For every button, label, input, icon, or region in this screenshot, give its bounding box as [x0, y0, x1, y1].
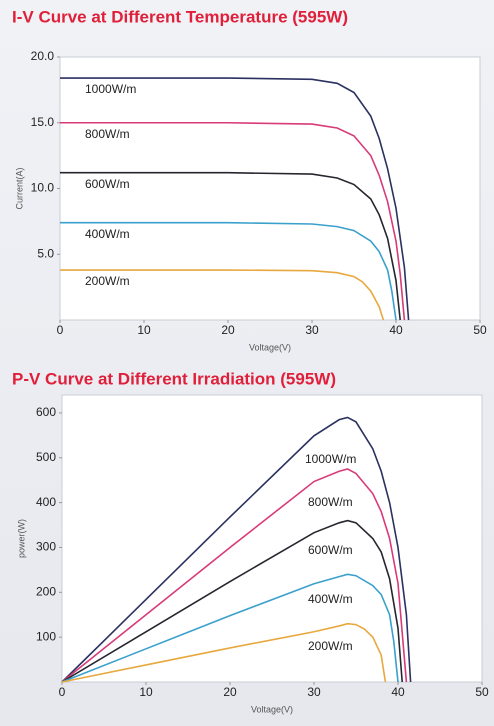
- series-line: [61, 519, 403, 683]
- y-tick-label: 600: [36, 405, 56, 419]
- series-line: [60, 77, 410, 321]
- y-tick-label: 400: [36, 495, 56, 509]
- plot-area: [59, 56, 481, 321]
- series-label: 600W/m: [85, 177, 130, 191]
- x-tick-label: 0: [57, 323, 64, 337]
- x-tick-label: 40: [391, 685, 405, 699]
- series-label: 400W/m: [308, 592, 353, 606]
- plot-area: [61, 394, 483, 683]
- x-tick-label: 50: [475, 685, 489, 699]
- x-axis-title: Voltage(V): [251, 704, 293, 714]
- series-label: 600W/m: [308, 543, 353, 557]
- series-line: [61, 573, 399, 683]
- y-tick-label: 5.0: [37, 246, 54, 260]
- series-line: [60, 269, 385, 321]
- x-tick-label: 20: [221, 323, 235, 337]
- series-line: [60, 221, 397, 321]
- series-label: 200W/m: [308, 639, 353, 653]
- x-tick-label: 30: [307, 685, 321, 699]
- y-axis-title: Current(A): [14, 167, 24, 209]
- x-axis-title: Voltage(V): [249, 342, 291, 352]
- chart-title: P-V Curve at Different Irradiation (595W…: [12, 369, 336, 388]
- x-tick-label: 20: [223, 685, 237, 699]
- series-line: [61, 622, 387, 683]
- series-label: 1000W/m: [305, 452, 356, 466]
- x-tick-label: 50: [473, 323, 487, 337]
- x-tick-label: 10: [137, 323, 151, 337]
- series-label: 800W/m: [308, 495, 353, 509]
- x-tick-label: 30: [305, 323, 319, 337]
- y-tick-label: 100: [36, 629, 56, 643]
- chart-title: I-V Curve at Different Temperature (595W…: [12, 7, 348, 26]
- y-tick-label: 500: [36, 450, 56, 464]
- series-line: [61, 468, 408, 683]
- x-tick-label: 40: [389, 323, 403, 337]
- y-tick-label: 200: [36, 584, 56, 598]
- x-tick-label: 10: [139, 685, 153, 699]
- series-line: [60, 171, 401, 321]
- series-line: [61, 416, 412, 683]
- series-label: 1000W/m: [85, 82, 136, 96]
- series-line: [60, 121, 406, 321]
- series-label: 800W/m: [85, 127, 130, 141]
- series-label: 200W/m: [85, 274, 130, 288]
- y-axis-title: power(W): [16, 519, 26, 558]
- y-tick-label: 300: [36, 540, 56, 554]
- x-tick-label: 0: [59, 685, 66, 699]
- y-tick-label: 10.0: [31, 181, 55, 195]
- series-label: 400W/m: [85, 227, 130, 241]
- y-tick-label: 20.0: [31, 49, 55, 63]
- y-tick-label: 15.0: [31, 115, 55, 129]
